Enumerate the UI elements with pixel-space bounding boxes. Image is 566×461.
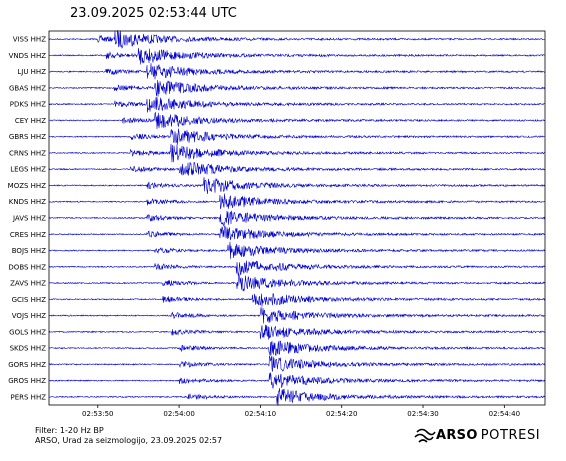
brand-suffix: POTRESI: [480, 427, 541, 443]
trace-gors: [48, 355, 546, 372]
trace-lju: [48, 63, 546, 80]
trace-legs: [48, 162, 546, 176]
traces-layer: [48, 30, 546, 406]
trace-cey: [48, 111, 546, 129]
trace-viss: [48, 30, 546, 49]
x-tick-label: 02:54:00: [163, 410, 194, 418]
station-label: SKDS HHZ: [10, 345, 47, 353]
x-tick-label: 02:53:50: [82, 410, 113, 418]
station-label: LEGS HHZ: [10, 166, 46, 174]
time-axis: 02:53:50 02:54:00 02:54:10 02:54:20 02:54:30…: [82, 405, 520, 418]
station-label: GOLS HHZ: [9, 328, 46, 336]
trace-pdks: [48, 97, 546, 113]
station-label: CRES HHZ: [10, 231, 46, 239]
trace-gcis: [48, 293, 546, 307]
station-label: GCIS HHZ: [12, 296, 47, 304]
trace-bojs: [48, 241, 546, 259]
station-label: BOJS HHZ: [12, 247, 46, 255]
trace-skds: [48, 340, 546, 356]
brand: ARSO POTRESI: [414, 426, 540, 444]
station-label: GBRS HHZ: [9, 133, 46, 141]
station-label: VISS HHZ: [13, 36, 46, 44]
credit-line: ARSO, Urad za seizmologijo, 23.09.2025 0…: [35, 436, 223, 445]
footer: Filter: 1-20 Hz BP ARSO, Urad za seizmol…: [35, 426, 222, 446]
trace-gbrs: [48, 128, 546, 145]
brand-name: ARSO: [436, 427, 478, 443]
trace-gbas: [48, 79, 546, 97]
station-label: DOBS HHZ: [8, 263, 46, 271]
station-label: CRNS HHZ: [9, 149, 46, 157]
station-label: MOZS HHZ: [8, 182, 47, 190]
trace-cres: [48, 225, 546, 241]
trace-javs: [48, 210, 546, 227]
trace-vojs: [48, 306, 546, 324]
station-label: KNDS HHZ: [9, 198, 46, 206]
station-label: ZAVS HHZ: [10, 280, 46, 288]
trace-gols: [48, 324, 546, 340]
filter-info: Filter: 1-20 Hz BP: [35, 426, 104, 435]
trace-dobs: [48, 260, 546, 276]
x-tick-label: 02:54:10: [245, 410, 276, 418]
station-labels-layer: VISS HHZ VNDS HHZ LJU HHZ GBAS HHZ PDKS HHZ C…: [8, 36, 47, 402]
trace-crns: [48, 143, 546, 163]
trace-mozs: [48, 177, 546, 194]
station-label: VOJS HHZ: [12, 312, 46, 320]
arso-logo-icon: [414, 428, 436, 443]
trace-gros: [48, 372, 546, 389]
trace-vnds: [48, 47, 546, 65]
station-label: GORS HHZ: [8, 361, 46, 369]
station-label: CEY HHZ: [15, 117, 46, 125]
station-label: LJU HHZ: [17, 68, 46, 76]
x-tick-label: 02:54:30: [407, 410, 438, 418]
x-tick-label: 02:54:20: [326, 410, 357, 418]
x-tick-label: 02:54:40: [489, 410, 520, 418]
page-title: 23.09.2025 02:53:44 UTC: [70, 6, 237, 21]
station-label: PDKS HHZ: [10, 101, 46, 109]
station-label: GBAS HHZ: [9, 84, 46, 92]
station-label: PERS HHZ: [11, 393, 47, 401]
station-label: JAVS HHZ: [12, 215, 46, 223]
trace-zavs: [48, 273, 546, 292]
station-label: VNDS HHZ: [9, 52, 47, 60]
plot-frame: [48, 30, 546, 406]
station-label: GROS HHZ: [8, 377, 46, 385]
trace-pers: [48, 388, 546, 406]
trace-knds: [48, 193, 546, 210]
